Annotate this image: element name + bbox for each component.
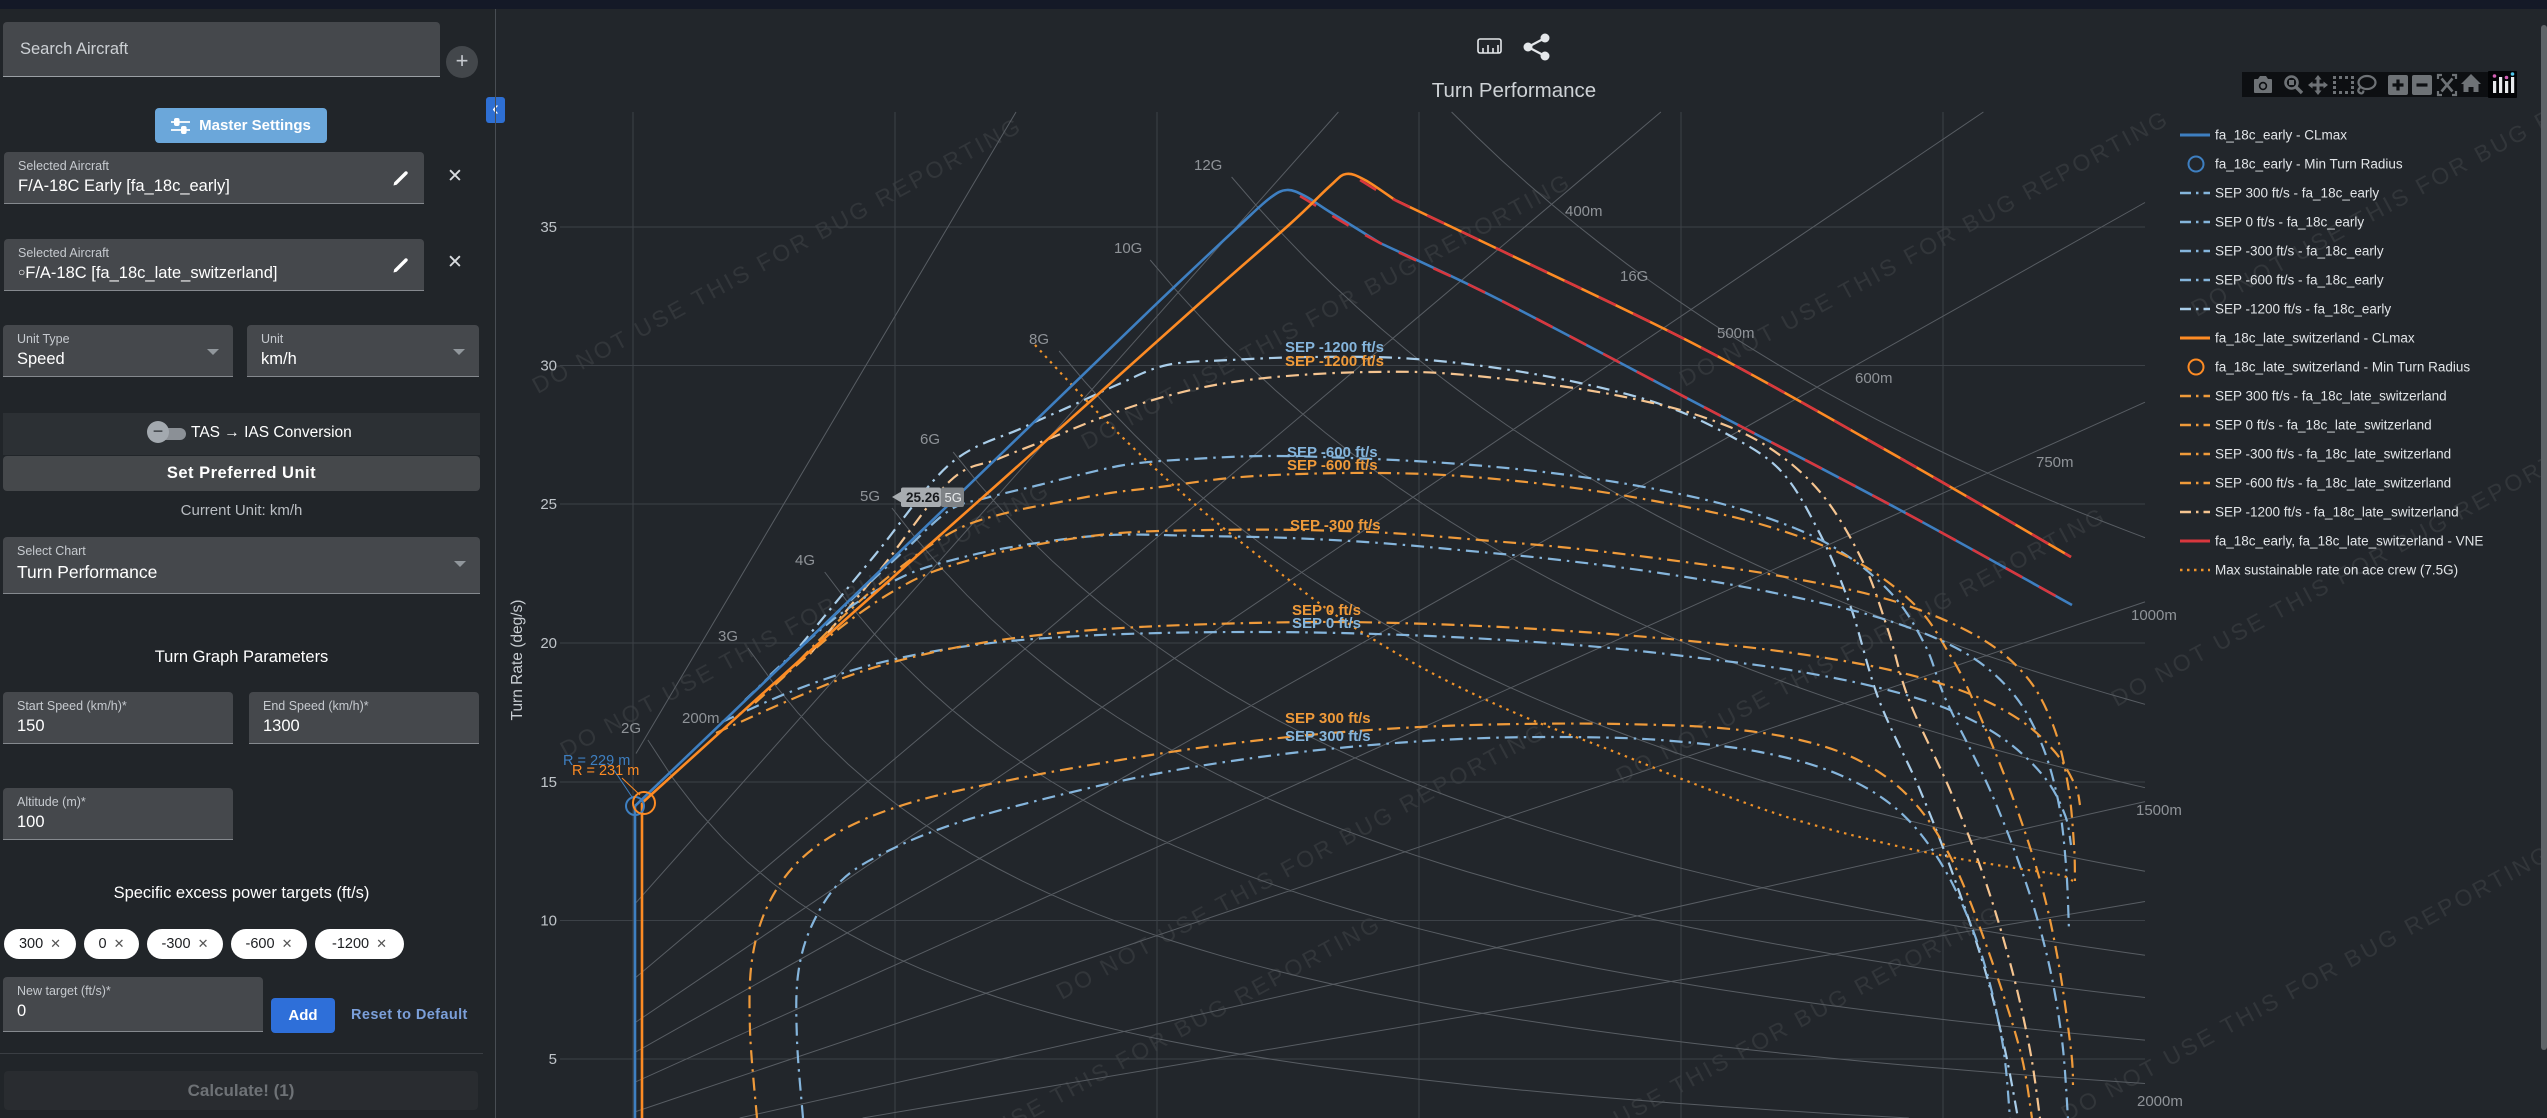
svg-text:SEP -1200 ft/s - fa_18c_early: SEP -1200 ft/s - fa_18c_early [2215, 302, 2391, 317]
svg-text:fa_18c_late_switzerland - Min: fa_18c_late_switzerland - Min Turn Radiu… [2215, 360, 2470, 375]
svg-text:2G: 2G [621, 720, 641, 737]
svg-text:SEP -600 ft/s: SEP -600 ft/s [1287, 457, 1378, 474]
svg-text:12G: 12G [1194, 157, 1222, 174]
svg-text:15: 15 [540, 774, 557, 791]
svg-text:1000m: 1000m [2131, 607, 2177, 624]
svg-text:10G: 10G [1114, 240, 1142, 257]
svg-text:10: 10 [540, 913, 557, 930]
svg-text:30: 30 [540, 358, 557, 375]
svg-text:2000m: 2000m [2137, 1093, 2183, 1110]
svg-text:SEP -300 ft/s: SEP -300 ft/s [1290, 517, 1381, 534]
svg-text:SEP -1200 ft/s: SEP -1200 ft/s [1285, 353, 1384, 370]
svg-text:SEP -600 ft/s: SEP -600 ft/s [1287, 444, 1378, 461]
svg-text:fa_18c_early - CLmax: fa_18c_early - CLmax [2215, 128, 2347, 143]
svg-text:25.26: 25.26 [906, 490, 940, 505]
svg-text:Turn Rate (deg/s): Turn Rate (deg/s) [509, 600, 526, 721]
svg-text:SEP -600 ft/s - fa_18c_late_sw: SEP -600 ft/s - fa_18c_late_switzerland [2215, 476, 2451, 491]
svg-text:R = 231 m: R = 231 m [572, 763, 639, 779]
svg-text:35: 35 [540, 219, 557, 236]
svg-text:SEP 0 ft/s: SEP 0 ft/s [1292, 615, 1361, 632]
svg-text:R = 229 m: R = 229 m [563, 753, 630, 769]
svg-text:SEP 300 ft/s - fa_18c_early: SEP 300 ft/s - fa_18c_early [2215, 186, 2379, 201]
svg-text:Turn Performance: Turn Performance [1432, 79, 1596, 102]
svg-text:Max sustainable rate on ace cr: Max sustainable rate on ace crew (7.5G) [2215, 563, 2458, 578]
svg-text:400m: 400m [1565, 203, 1603, 220]
svg-text:SEP 300 ft/s - fa_18c_late_swi: SEP 300 ft/s - fa_18c_late_switzerland [2215, 389, 2447, 404]
svg-text:SEP 300 ft/s: SEP 300 ft/s [1285, 710, 1371, 727]
svg-text:fa_18c_early, fa_18c_late_swit: fa_18c_early, fa_18c_late_switzerland - … [2215, 534, 2483, 549]
svg-text:SEP 0 ft/s - fa_18c_early: SEP 0 ft/s - fa_18c_early [2215, 215, 2364, 230]
svg-text:5G: 5G [860, 488, 880, 505]
svg-text:SEP -300 ft/s - fa_18c_late_sw: SEP -300 ft/s - fa_18c_late_switzerland [2215, 447, 2451, 462]
svg-text:25: 25 [540, 496, 557, 513]
svg-text:SEP -1200 ft/s: SEP -1200 ft/s [1285, 339, 1384, 356]
svg-text:20: 20 [540, 635, 557, 652]
svg-text:fa_18c_early - Min Turn Radius: fa_18c_early - Min Turn Radius [2215, 157, 2403, 172]
svg-text:SEP 0 ft/s - fa_18c_late_switz: SEP 0 ft/s - fa_18c_late_switzerland [2215, 418, 2432, 433]
svg-text:6G: 6G [920, 431, 940, 448]
svg-text:200m: 200m [682, 710, 720, 727]
svg-text:750m: 750m [2036, 454, 2074, 471]
svg-text:8G: 8G [1029, 331, 1049, 348]
svg-text:SEP 0 ft/s: SEP 0 ft/s [1292, 602, 1361, 619]
svg-text:SEP -1200 ft/s - fa_18c_late_s: SEP -1200 ft/s - fa_18c_late_switzerland [2215, 505, 2459, 520]
svg-text:16G: 16G [1620, 268, 1648, 285]
svg-text:SEP 300 ft/s: SEP 300 ft/s [1285, 728, 1371, 745]
svg-text:SEP -300 ft/s - fa_18c_early: SEP -300 ft/s - fa_18c_early [2215, 244, 2384, 259]
svg-text:3G: 3G [718, 628, 738, 645]
svg-text:SEP -600 ft/s - fa_18c_early: SEP -600 ft/s - fa_18c_early [2215, 273, 2384, 288]
svg-text:500m: 500m [1717, 325, 1755, 342]
svg-text:600m: 600m [1855, 370, 1893, 387]
svg-text:5: 5 [549, 1051, 557, 1068]
svg-text:4G: 4G [795, 552, 815, 569]
svg-text:5G: 5G [945, 490, 962, 505]
svg-text:1500m: 1500m [2136, 802, 2182, 819]
svg-text:fa_18c_late_switzerland - CLma: fa_18c_late_switzerland - CLmax [2215, 331, 2415, 346]
